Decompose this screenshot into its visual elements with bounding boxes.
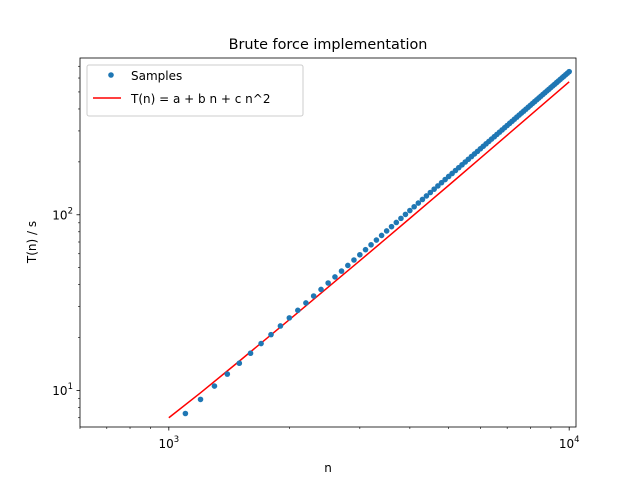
series-clip-group [167, 68, 572, 427]
sample-point [393, 219, 400, 226]
x-axis-ticks: 103 104 [79, 427, 580, 451]
sample-point [388, 223, 395, 230]
sample-point [310, 293, 317, 299]
sample-point [211, 383, 218, 389]
sample-point [277, 323, 284, 329]
sample-point [325, 280, 331, 286]
y-axis-ticks: 101 102 [52, 65, 80, 419]
legend-label-fit: T(n) = a + b n + c n^2 [130, 92, 270, 106]
sample-point [373, 237, 380, 243]
sample-point [435, 183, 441, 189]
sample-point [318, 286, 324, 293]
sample-point [431, 186, 437, 192]
x-axis-label: n [324, 461, 332, 475]
sample-point [286, 315, 293, 321]
sample-point [247, 350, 254, 357]
plot-frame [79, 57, 577, 428]
legend-marker-samples [108, 72, 114, 78]
sample-point [236, 360, 243, 367]
sample-point [362, 246, 369, 253]
legend-box [86, 64, 304, 117]
sample-point [332, 274, 338, 280]
legend: Samples T(n) = a + b n + c n^2 [86, 64, 304, 117]
sample-point [427, 189, 434, 196]
chart-title: Brute force implementation [229, 37, 428, 53]
sample-point [368, 241, 374, 248]
plot-area [79, 57, 577, 428]
sample-point [345, 262, 351, 269]
x-tick-label: 104 [559, 435, 580, 451]
sample-point [338, 268, 345, 274]
sample-point [357, 251, 363, 258]
x-tick-label: 103 [158, 435, 179, 451]
sample-point [224, 371, 231, 377]
sample-point [407, 207, 413, 214]
y-tick-label: 101 [52, 382, 73, 398]
sample-point [398, 215, 404, 222]
sample-point [423, 193, 430, 199]
sample-point [295, 307, 301, 314]
y-tick-label: 102 [52, 206, 73, 222]
series-layer [167, 68, 572, 427]
sample-point [415, 200, 422, 206]
sample-point [303, 300, 309, 306]
sample-point [182, 410, 189, 417]
sample-point [402, 211, 409, 218]
fit-line [168, 81, 570, 419]
sample-point [258, 340, 264, 347]
sample-point [197, 396, 204, 403]
legend-label-samples: Samples [131, 69, 182, 83]
sample-point [268, 331, 274, 338]
sample-point [411, 203, 417, 210]
sample-point [419, 196, 426, 203]
sample-point [378, 232, 385, 239]
sample-point [566, 68, 572, 75]
y-axis-label: T(n) / s [25, 221, 39, 264]
sample-point [383, 228, 390, 234]
sample-point [351, 257, 357, 263]
